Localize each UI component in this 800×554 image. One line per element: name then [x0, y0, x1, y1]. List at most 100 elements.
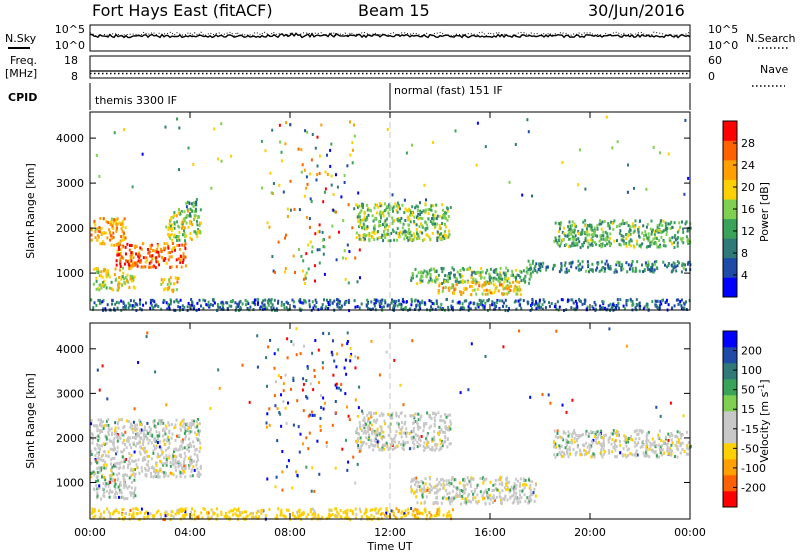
range-cell: [93, 473, 96, 477]
range-cell: [625, 233, 628, 236]
range-cell: [410, 414, 413, 418]
range-cell: [590, 430, 593, 434]
range-cell: [297, 425, 300, 429]
range-cell: [157, 422, 160, 426]
range-cell: [115, 243, 118, 247]
range-cell: [128, 286, 131, 289]
range-cell: [149, 244, 152, 248]
range-cell: [175, 461, 178, 465]
power-heatmap: [90, 115, 692, 313]
range-cell: [137, 458, 140, 462]
range-cell: [160, 278, 163, 282]
range-cell: [423, 422, 425, 426]
range-cell: [447, 514, 450, 518]
range-cell: [426, 223, 429, 227]
range-cell: [96, 267, 99, 271]
range-cell: [99, 421, 102, 425]
range-cell: [485, 477, 488, 481]
range-cell: [133, 450, 136, 454]
range-cell: [168, 429, 171, 433]
range-cell: [529, 488, 532, 492]
freq-left-label-1: Freq.: [10, 54, 37, 67]
range-cell: [182, 258, 185, 262]
range-cell: [190, 238, 193, 242]
range-cell: [535, 307, 538, 311]
range-cell: [259, 306, 261, 310]
range-cell: [491, 496, 494, 500]
range-cell: [364, 421, 366, 425]
range-cell: [433, 514, 436, 518]
range-cell: [450, 304, 453, 308]
range-cell: [608, 451, 611, 455]
range-cell: [330, 350, 333, 354]
range-cell: [183, 446, 186, 450]
range-cell: [419, 418, 421, 422]
range-cell: [403, 211, 406, 214]
range-cell: [230, 304, 233, 308]
range-cell: [168, 307, 171, 310]
range-cell: [318, 381, 320, 384]
power-colorbar-tick-label: 12: [741, 225, 755, 238]
range-cell: [656, 228, 659, 232]
range-cell: [104, 283, 107, 287]
range-cell: [194, 207, 197, 211]
range-cell: [170, 215, 173, 219]
range-cell: [378, 220, 380, 224]
range-cell: [417, 271, 420, 275]
range-cell: [90, 453, 93, 456]
range-cell: [155, 469, 158, 472]
range-cell: [252, 511, 255, 515]
power-colorbar-swatch: [723, 160, 737, 180]
range-cell: [175, 288, 178, 292]
range-cell: [647, 245, 650, 248]
range-cell: [370, 423, 373, 427]
range-cell: [425, 422, 428, 425]
range-cell: [674, 443, 677, 447]
range-cell: [463, 486, 466, 490]
range-cell: [590, 233, 593, 237]
range-cell: [358, 449, 361, 453]
range-cell: [143, 515, 146, 519]
range-cell: [285, 508, 288, 512]
range-cell: [129, 425, 132, 429]
range-cell: [425, 437, 428, 441]
range-cell: [118, 462, 121, 466]
range-cell: [684, 268, 687, 272]
range-cell: [408, 431, 411, 435]
range-cell: [523, 482, 526, 486]
range-cell: [392, 230, 395, 233]
range-cell: [346, 508, 349, 512]
range-cell: [105, 442, 108, 445]
range-cell: [635, 269, 638, 273]
range-cell: [94, 236, 97, 240]
range-cell: [305, 186, 308, 190]
range-cell: [113, 436, 116, 440]
range-cell: [168, 278, 170, 282]
range-cell: [92, 282, 95, 286]
range-cell: [169, 218, 172, 222]
range-cell: [179, 427, 182, 431]
range-cell: [340, 195, 343, 199]
range-cell: [165, 225, 168, 229]
range-cell: [355, 231, 358, 235]
range-cell: [625, 440, 627, 444]
range-cell: [189, 422, 192, 425]
range-cell: [422, 238, 424, 242]
range-cell: [314, 232, 317, 236]
range-cell: [432, 204, 435, 208]
range-cell: [651, 437, 654, 441]
range-cell: [316, 439, 319, 443]
range-cell: [536, 270, 539, 274]
range-cell: [158, 475, 161, 479]
range-cell: [125, 438, 128, 442]
range-cell: [407, 218, 410, 222]
range-cell: [687, 452, 689, 456]
range-cell: [116, 226, 118, 230]
range-cell: [524, 499, 527, 503]
range-cell: [572, 430, 575, 434]
range-cell: [682, 230, 685, 234]
range-cell: [186, 424, 189, 427]
range-cell: [601, 306, 604, 310]
range-cell: [330, 183, 333, 187]
range-cell: [100, 466, 103, 470]
